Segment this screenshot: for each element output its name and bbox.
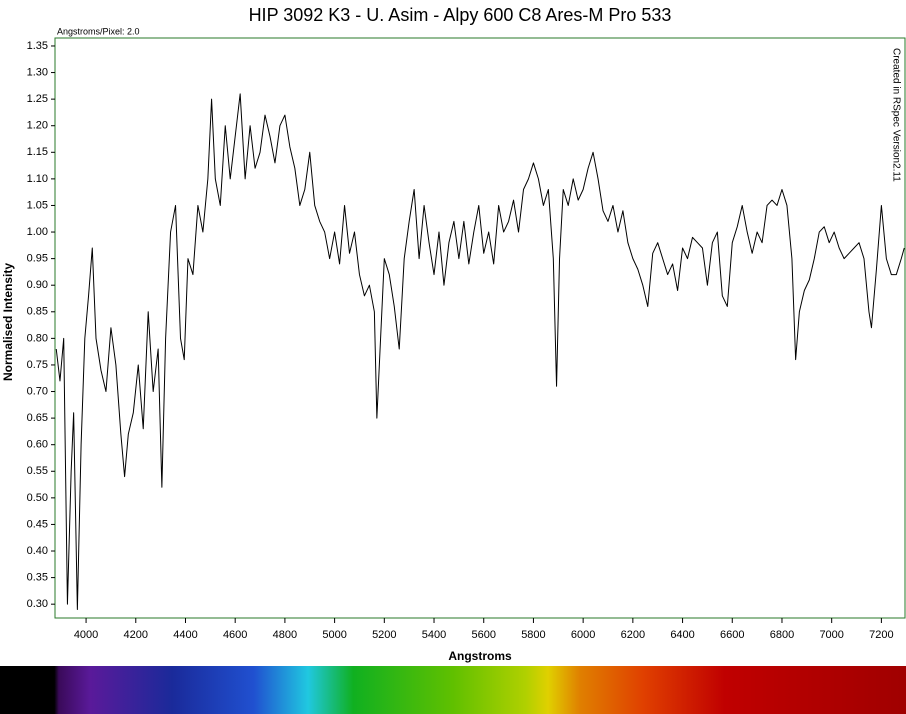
y-tick-label: 1.35 <box>27 40 48 52</box>
y-tick-label: 0.65 <box>27 412 48 424</box>
x-tick-label: 6800 <box>770 629 794 641</box>
x-tick-label: 4800 <box>273 629 297 641</box>
chart-title: HIP 3092 K3 - U. Asim - Alpy 600 C8 Ares… <box>249 5 672 25</box>
annotation: Created in RSpec Version2.11 <box>890 48 901 182</box>
y-tick-label: 0.95 <box>27 253 48 265</box>
plot-frame <box>54 37 906 619</box>
x-axis-label: Angstroms <box>448 649 512 663</box>
x-tick-label: 6400 <box>670 629 694 641</box>
x-tick-label: 6200 <box>621 629 645 641</box>
x-tick-label: 7000 <box>819 629 843 641</box>
x-tick-label: 6000 <box>571 629 595 641</box>
y-tick-label: 0.55 <box>27 465 48 477</box>
y-tick-label: 0.30 <box>27 598 48 610</box>
y-tick-label: 0.80 <box>27 332 48 344</box>
y-tick-label: 1.15 <box>27 146 48 158</box>
x-tick-label: 5400 <box>422 629 446 641</box>
y-tick-label: 0.50 <box>27 492 48 504</box>
x-tick-label: 4200 <box>124 629 148 641</box>
y-tick-label: 0.45 <box>27 518 48 530</box>
x-tick-label: 7200 <box>869 629 893 641</box>
y-tick-label: 1.30 <box>27 66 48 78</box>
y-tick-label: 0.40 <box>27 545 48 557</box>
y-tick-label: 1.25 <box>27 93 48 105</box>
y-tick-label: 1.10 <box>27 173 48 185</box>
y-tick-label: 1.05 <box>27 199 48 211</box>
y-tick-label: 1.20 <box>27 120 48 132</box>
y-tick-label: 0.75 <box>27 359 48 371</box>
y-tick-label: 0.70 <box>27 385 48 397</box>
x-tick-label: 6600 <box>720 629 744 641</box>
subtitle: Angstroms/Pixel: 2.0 <box>57 26 140 36</box>
x-tick-label: 5200 <box>372 629 396 641</box>
x-tick-label: 4400 <box>173 629 197 641</box>
y-tick-label: 0.85 <box>27 306 48 318</box>
y-tick-label: 1.00 <box>27 226 48 238</box>
x-tick-label: 5000 <box>322 629 346 641</box>
spectrum-line <box>55 93 905 610</box>
y-tick-label: 0.35 <box>27 572 48 584</box>
x-tick-label: 4600 <box>223 629 247 641</box>
x-tick-label: 4000 <box>74 629 98 641</box>
x-tick-label: 5600 <box>471 629 495 641</box>
x-tick-label: 5800 <box>521 629 545 641</box>
y-tick-label: 0.90 <box>27 279 48 291</box>
spectrum-strip <box>0 666 906 714</box>
y-tick-label: 0.60 <box>27 439 48 451</box>
y-axis-label: Normalised Intensity <box>1 263 15 381</box>
